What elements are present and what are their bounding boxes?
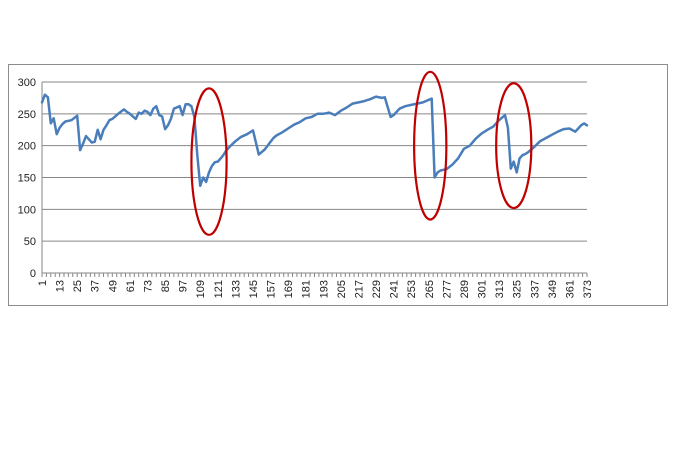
x-tick-label: 13 [55,280,67,292]
x-tick-label: 361 [564,280,576,298]
x-tick-label: 145 [248,280,260,298]
x-tick-label: 229 [371,280,383,298]
series-line [40,93,589,188]
x-tick-label: 349 [547,280,559,298]
x-tick-label: 85 [160,280,172,292]
x-tick-label: 217 [353,280,365,298]
x-tick-label: 49 [107,280,119,292]
x-tick-label: 169 [283,280,295,298]
x-tick-label: 109 [195,280,207,298]
x-tick-label: 1 [37,280,49,286]
highlight-ellipse [413,70,448,221]
x-tick-label: 121 [213,280,225,298]
gridlines [42,81,587,242]
x-tick-label: 181 [301,280,313,298]
x-tick-label: 325 [512,280,524,298]
x-tick-label: 301 [477,280,489,298]
line-chart: 0 50 100 150 200 250 300 1 13 25 37 49 61 73 85 97 109 12… [18,70,594,298]
y-tick-label: 50 [24,236,36,248]
x-tick-label: 289 [459,280,471,298]
y-tick-label: 0 [30,268,36,280]
annotations [190,70,533,236]
series-group [40,93,589,188]
x-tick-label: 61 [125,280,137,292]
x-tick-label: 37 [90,280,102,292]
x-tick-label: 133 [230,280,242,298]
x-tick-label: 25 [72,280,84,292]
x-tick-label: 265 [424,280,436,298]
x-tick-label: 97 [178,280,190,292]
axes: 0 50 100 150 200 250 300 1 13 25 37 49 61 73 85 97 109 12… [18,77,594,298]
highlight-ellipse [190,87,228,236]
chart-container: 0 50 100 150 200 250 300 1 13 25 37 49 61 73 85 97 109 12… [8,64,668,306]
y-tick-label: 300 [18,77,36,89]
y-tick-label: 200 [18,141,36,153]
y-tick-label: 150 [18,173,36,185]
x-tick-label: 157 [266,280,278,298]
y-tick-label: 250 [18,109,36,121]
x-tick-label: 337 [529,280,541,298]
x-tick-label: 193 [318,280,330,298]
x-tick-label: 253 [406,280,418,298]
highlight-ellipse [495,82,533,210]
x-tick-label: 73 [142,280,154,292]
x-tick-label: 373 [582,280,594,298]
x-tick-label: 313 [494,280,506,298]
y-tick-label: 100 [18,204,36,216]
x-tick-label: 205 [336,280,348,298]
x-tick-label: 241 [389,280,401,298]
x-tick-label: 277 [441,280,453,298]
